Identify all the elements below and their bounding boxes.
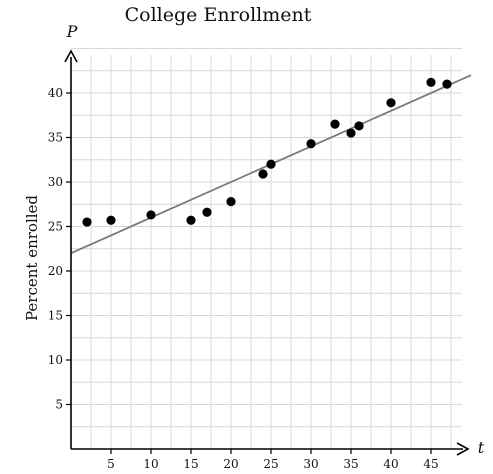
data-points	[82, 77, 452, 227]
x-tick-label: 15	[183, 457, 198, 471]
y-axis-variable: P	[66, 22, 78, 41]
x-tick-label: 45	[423, 457, 438, 471]
x-tick-label: 10	[143, 457, 158, 471]
grid	[71, 48, 462, 449]
y-tick-label: 40	[48, 86, 63, 100]
x-tick-label: 30	[303, 457, 318, 471]
data-point	[386, 98, 396, 108]
y-tick-label: 10	[48, 353, 63, 367]
data-point	[186, 215, 196, 225]
x-tick-labels: 5 10 15 20 25 30 35 40 45	[107, 457, 438, 471]
data-point	[426, 77, 436, 87]
data-point	[146, 210, 156, 220]
x-axis-arrowhead	[456, 442, 470, 456]
data-point	[354, 121, 364, 131]
data-point	[266, 159, 276, 169]
x-tick-label: 20	[223, 457, 238, 471]
data-point	[106, 215, 116, 225]
axes	[64, 49, 470, 456]
x-tick-label: 5	[107, 457, 115, 471]
data-point	[346, 128, 356, 138]
x-tick-label: 35	[343, 457, 358, 471]
y-tick-label: 30	[48, 175, 63, 189]
data-point	[226, 196, 236, 207]
data-point	[306, 139, 316, 149]
y-tick-label: 25	[48, 220, 63, 234]
x-axis-variable: t	[478, 438, 485, 457]
chart-title: College Enrollment	[125, 4, 312, 26]
y-axis-label: Percent enrolled	[23, 195, 41, 321]
y-tick-label: 15	[48, 309, 63, 323]
data-point	[202, 207, 212, 217]
x-tick-label: 25	[263, 457, 278, 471]
data-point	[82, 217, 92, 227]
data-point	[442, 79, 452, 89]
data-point	[330, 119, 340, 129]
data-point	[258, 169, 268, 179]
y-axis-arrowhead	[64, 49, 78, 63]
y-tick-label: 35	[48, 131, 63, 145]
y-tick-labels: 5 10 15 20 25 30 35 40	[48, 86, 63, 412]
x-tick-label: 40	[383, 457, 398, 471]
y-tick-label: 20	[48, 264, 63, 278]
y-tick-label: 5	[55, 398, 63, 412]
